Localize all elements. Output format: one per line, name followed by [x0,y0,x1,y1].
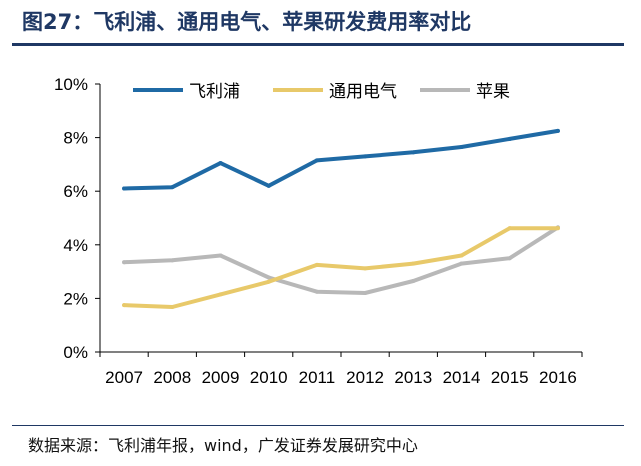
series-line-0 [122,128,560,191]
data-point [411,261,416,266]
data-point [507,136,512,141]
legend-label: 苹果 [476,82,510,101]
data-point [266,183,271,188]
data-point [218,161,223,166]
series-layer [122,128,560,309]
data-point [555,128,560,133]
x-tick-label: 2011 [299,368,336,387]
data-point [170,258,175,263]
data-point [314,262,319,267]
data-point [314,289,319,294]
data-point [507,256,512,261]
legend: 飞利浦 通用电气 苹果 [133,82,510,101]
y-tick-label: 10% [54,75,88,94]
x-tick-label: 2014 [443,368,481,387]
title-underline [12,43,624,46]
x-tick-label: 2015 [491,368,529,387]
data-point [122,186,127,191]
data-point [170,185,175,190]
x-tick-label: 2010 [250,368,288,387]
data-point [555,226,560,231]
x-tick-label: 2012 [346,368,384,387]
legend-label: 通用电气 [329,82,397,101]
data-point [459,261,464,266]
source-divider [12,425,624,426]
line-chart: 0%2%4%6%8%10% 2007 2008 2009 2010 2011 2012 20… [54,75,583,387]
y-axis: 0% 2% 4% 6% 8% 10% [54,75,101,362]
x-tick-label: 2007 [105,368,143,387]
data-point [507,226,512,231]
data-point [170,304,175,309]
data-point [363,154,368,159]
y-tick-label: 8% [63,129,88,148]
x-tick-label: 2008 [153,368,191,387]
y-tick-label: 2% [63,289,88,308]
data-point [218,292,223,297]
data-point [218,253,223,258]
y-tick-label: 6% [63,182,88,201]
y-tick-label: 4% [63,236,88,255]
data-point [459,253,464,258]
y-tick-label: 0% [63,343,88,362]
data-point [266,279,271,284]
legend-label: 飞利浦 [189,82,240,101]
data-point [459,144,464,149]
data-point [266,275,271,280]
chart-title: 图27：飞利浦、通用电气、苹果研发费用率对比 [22,10,472,34]
data-source-note: 数据来源：飞利浦年报，wind，广发证券发展研究中心 [28,436,418,455]
x-tick-label: 2009 [202,368,240,387]
data-point [122,303,127,308]
data-point [411,150,416,155]
data-point [363,291,368,296]
data-point [363,266,368,271]
series-line-1 [122,226,560,309]
x-axis: 2007 2008 2009 2010 2011 2012 2013 2014 2015 2016 [99,351,583,387]
x-tick-label: 2016 [539,368,577,387]
data-point [314,158,319,163]
series-line-2 [122,225,560,295]
data-point [122,260,127,265]
x-tick-label: 2013 [394,368,432,387]
data-point [411,278,416,283]
